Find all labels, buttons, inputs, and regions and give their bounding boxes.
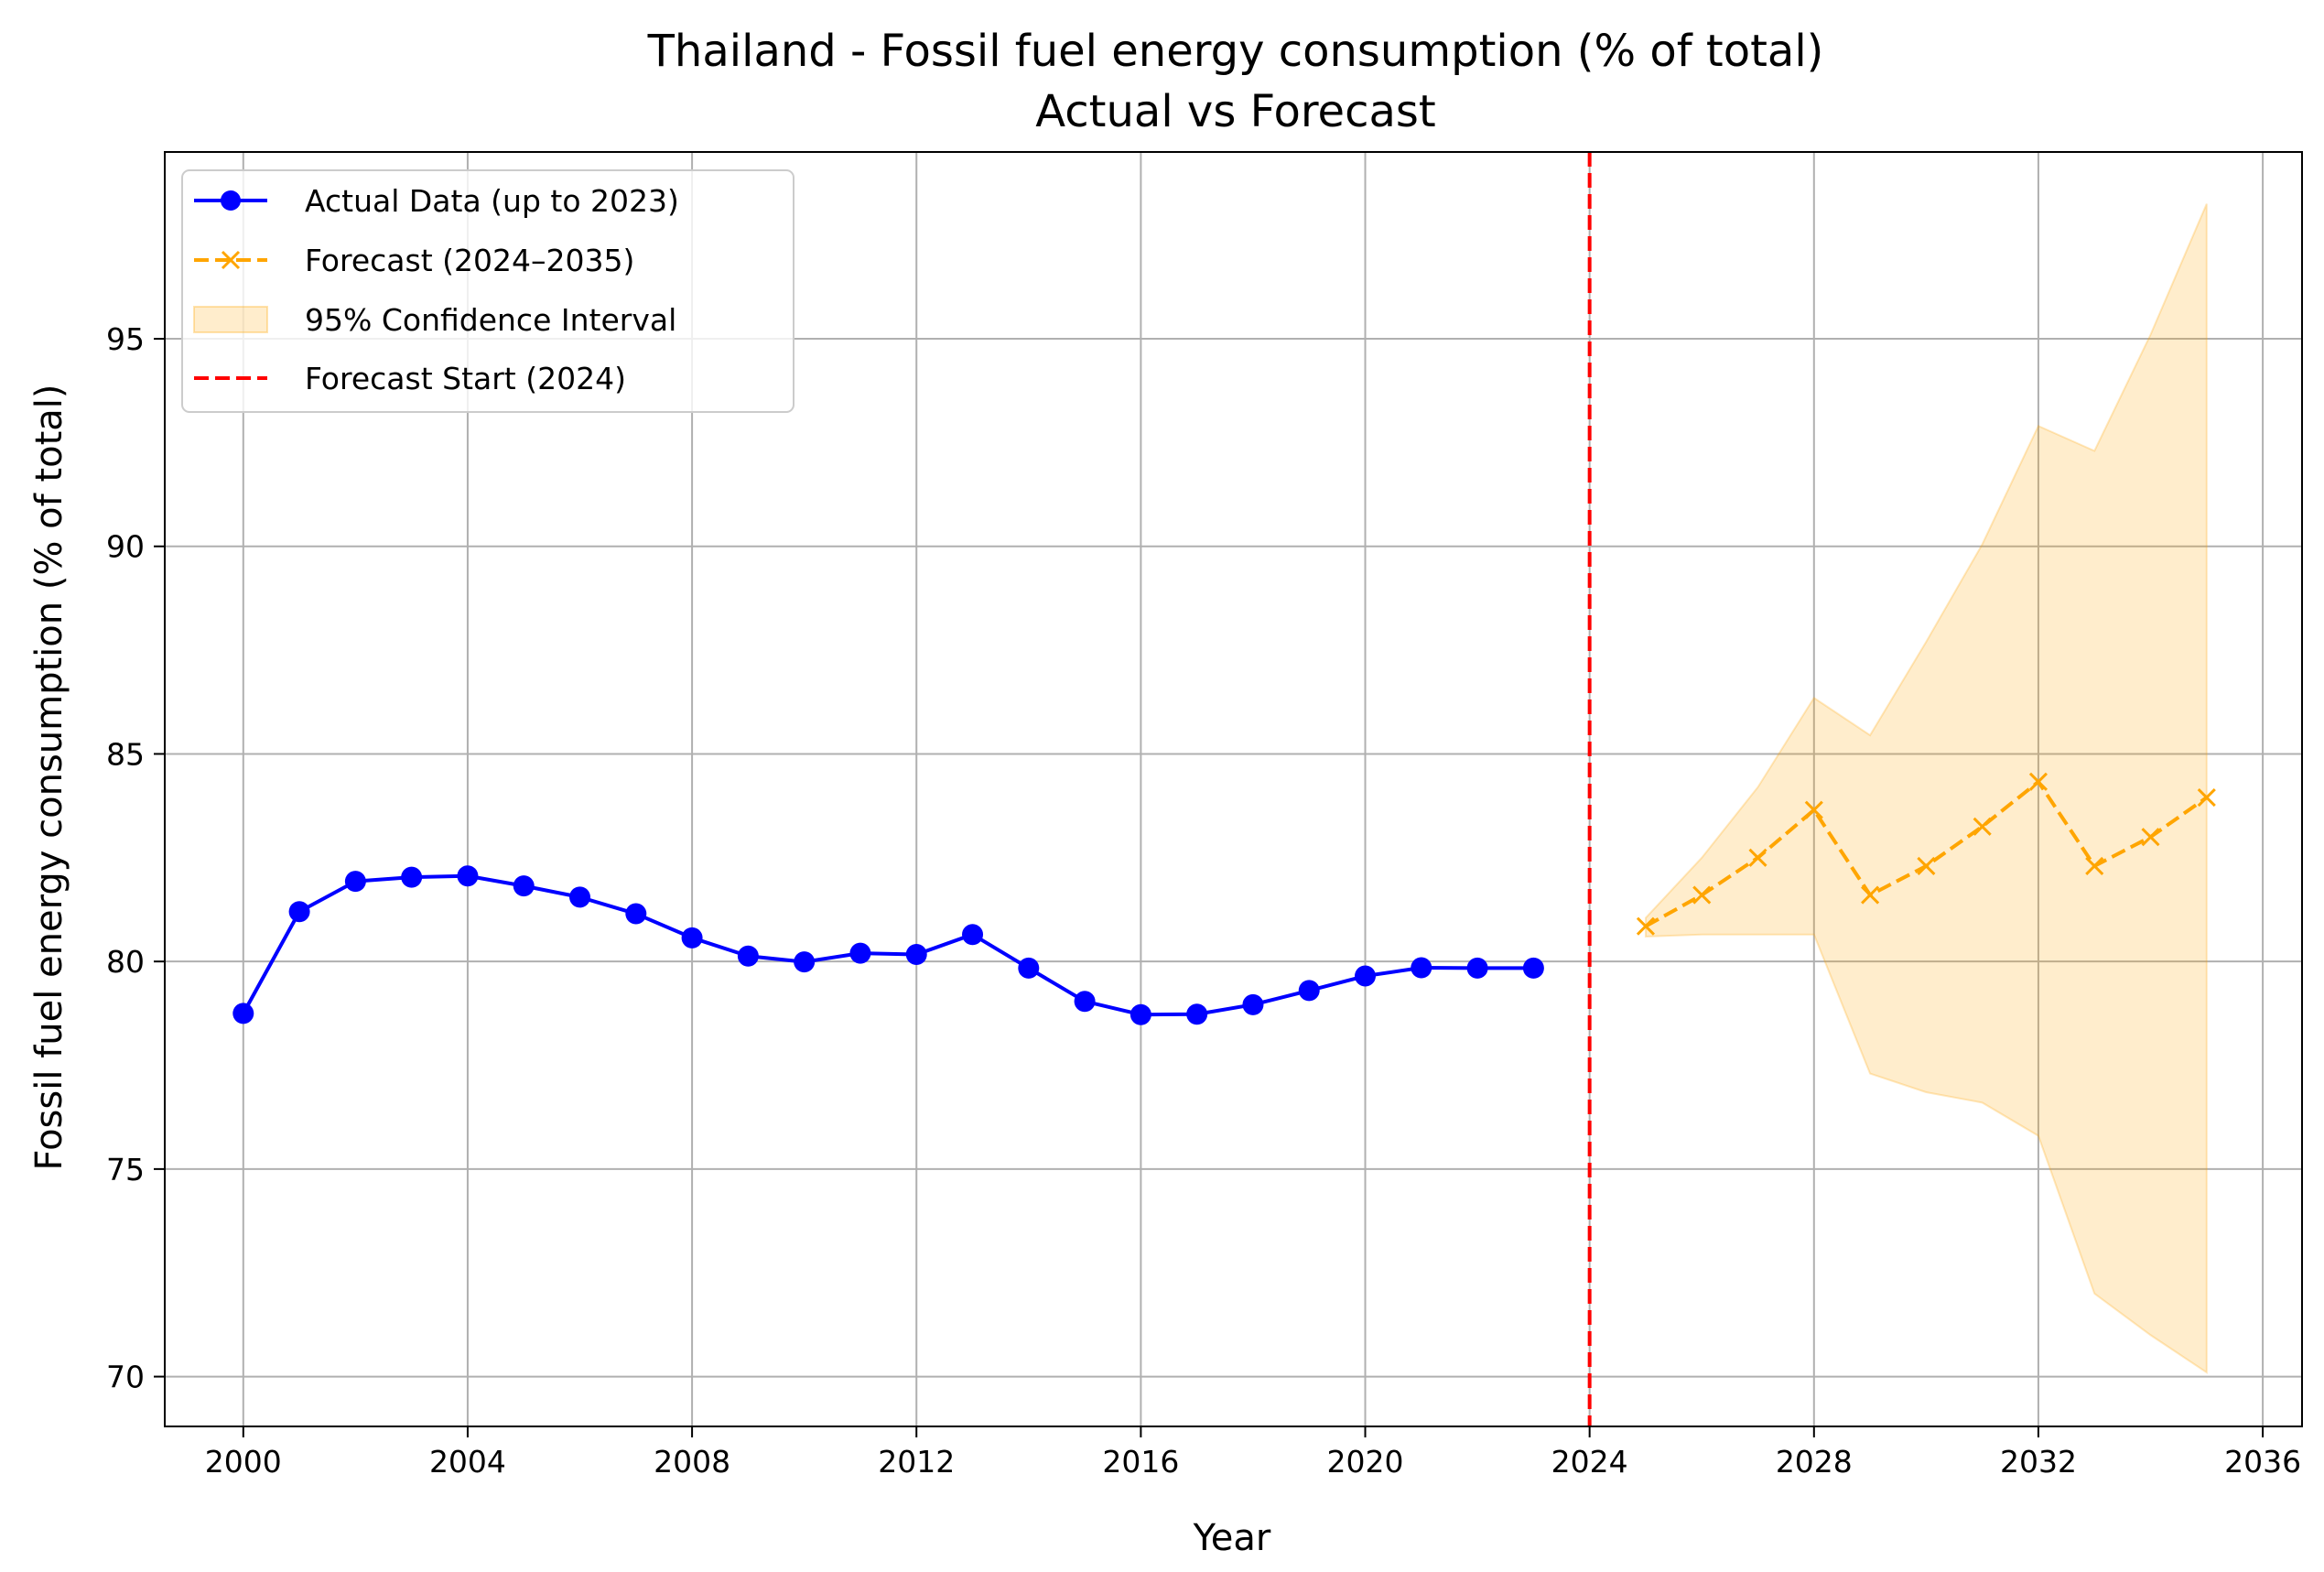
forecast-data-point bbox=[2141, 828, 2160, 847]
actual-data-point bbox=[905, 943, 927, 965]
x-tick-label: 2032 bbox=[2000, 1444, 2077, 1480]
x-tick-label: 2012 bbox=[878, 1444, 955, 1480]
forecast-data-point bbox=[1861, 885, 1880, 905]
x-tick-label: 2028 bbox=[1776, 1444, 1853, 1480]
y-tick-label: 95 bbox=[106, 321, 145, 357]
legend-ci-swatch bbox=[193, 306, 268, 333]
actual-data-point bbox=[794, 951, 816, 973]
actual-data-point bbox=[625, 903, 647, 925]
x-tick-label: 2024 bbox=[1551, 1444, 1628, 1480]
legend-actual-label: Actual Data (up to 2023) bbox=[305, 183, 679, 219]
y-tick-label: 75 bbox=[106, 1152, 145, 1187]
chart-subtitle: Actual vs Forecast bbox=[1035, 86, 1435, 137]
y-tick-label: 70 bbox=[106, 1360, 145, 1395]
legend: Actual Data (up to 2023) Forecast (2024–… bbox=[181, 169, 794, 413]
actual-data-point bbox=[569, 886, 591, 908]
actual-data-point bbox=[401, 866, 423, 888]
forecast-data-point bbox=[1636, 916, 1656, 936]
actual-data-point bbox=[1298, 980, 1320, 1002]
actual-data-point bbox=[1522, 957, 1544, 979]
chart-title: Thailand - Fossil fuel energy consumptio… bbox=[647, 26, 1824, 77]
legend-box bbox=[181, 169, 794, 413]
x-tick-label: 2036 bbox=[2224, 1444, 2301, 1480]
legend-forecast-label: Forecast (2024–2035) bbox=[305, 243, 634, 278]
actual-data-point bbox=[1355, 965, 1377, 987]
x-tick-label: 2000 bbox=[205, 1444, 282, 1480]
actual-data-point bbox=[1242, 993, 1264, 1015]
actual-data-point bbox=[457, 865, 479, 887]
x-tick-label: 2016 bbox=[1102, 1444, 1179, 1480]
confidence-interval-layer bbox=[1644, 203, 2208, 1374]
y-tick-label: 80 bbox=[106, 944, 145, 980]
legend-forecast-marker bbox=[221, 250, 241, 270]
legend-ci-label: 95% Confidence Interval bbox=[305, 302, 676, 338]
x-tick-label: 2004 bbox=[429, 1444, 506, 1480]
legend-actual-marker bbox=[221, 190, 241, 211]
forecast-data-point bbox=[1804, 800, 1823, 819]
forecast-data-point bbox=[2085, 856, 2104, 875]
y-tick-label: 85 bbox=[106, 736, 145, 772]
forecast-data-point bbox=[1692, 885, 1712, 905]
actual-data-point bbox=[1466, 957, 1488, 979]
forecast-data-point bbox=[1748, 848, 1767, 867]
series-layer bbox=[232, 772, 2216, 1025]
axis-ticks: 2000 2004 2008 2012 2016 2020 2024 2028 2032 2036… bbox=[106, 321, 2301, 1480]
forecast-data-point bbox=[2028, 772, 2048, 791]
actual-data-point bbox=[232, 1003, 254, 1025]
forecast-data-point bbox=[2197, 788, 2216, 808]
legend-forecast-start-label: Forecast Start (2024) bbox=[305, 361, 626, 396]
x-axis-label: Year bbox=[1193, 1517, 1271, 1559]
actual-data-point bbox=[1074, 991, 1096, 1013]
actual-data-point bbox=[1411, 957, 1432, 979]
actual-data-point bbox=[1186, 1003, 1208, 1025]
actual-data-point bbox=[1130, 1003, 1151, 1025]
actual-data-point bbox=[737, 945, 759, 967]
actual-data-point bbox=[513, 875, 535, 897]
actual-data-point bbox=[344, 871, 366, 893]
forecast-data-point bbox=[1973, 817, 1992, 836]
actual-data-point bbox=[849, 942, 871, 964]
actual-data-point bbox=[681, 927, 703, 949]
actual-data-point bbox=[962, 924, 984, 946]
plot-frame bbox=[164, 151, 2303, 1427]
x-tick-label: 2008 bbox=[654, 1444, 730, 1480]
y-axis-label: Fossil fuel energy consumption (% of tot… bbox=[28, 384, 70, 1170]
actual-data-point bbox=[1018, 957, 1040, 979]
actual-data-point bbox=[288, 901, 310, 923]
forecast-data-point bbox=[1917, 856, 1936, 875]
x-tick-label: 2020 bbox=[1327, 1444, 1404, 1480]
y-tick-label: 90 bbox=[106, 529, 145, 565]
confidence-interval-band bbox=[1644, 203, 2208, 1374]
